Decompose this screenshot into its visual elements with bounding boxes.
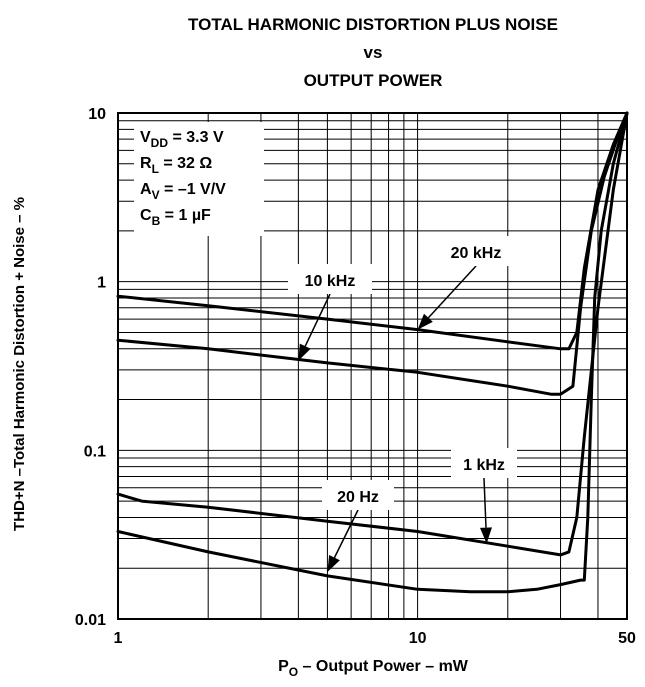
x-tick-label-0: 1: [114, 630, 123, 647]
series-line-10-khz: [116, 111, 629, 396]
chart-title-line-1: TOTAL HARMONIC DISTORTION PLUS NOISE: [188, 15, 558, 34]
annotation-label-3: 20 Hz: [337, 489, 379, 506]
condition-2: AV = –1 V/V: [140, 181, 226, 202]
annotation-20-khz: 20 kHz: [417, 236, 525, 330]
condition-3: CB = 1 µF: [140, 207, 211, 228]
y-tick-label-3: 0.01: [75, 612, 106, 629]
annotation-arrow-head-0: [417, 313, 433, 330]
y-axis-label: THD+N –Total Harmonic Distortion + Noise…: [11, 197, 28, 531]
annotation-label-2: 1 kHz: [463, 457, 505, 474]
test-conditions-box: VDD = 3.3 V RL = 32 Ω AV = –1 V/V CB = 1 µF: [134, 122, 264, 236]
condition-1: RL = 32 Ω: [140, 155, 212, 176]
annotation-label-1: 10 kHz: [305, 273, 356, 290]
plot-frame: [117, 112, 628, 620]
x-axis-label-subscript: O: [289, 665, 298, 679]
annotation-label-background-0: [427, 236, 525, 266]
series-line-20-hz: [116, 111, 629, 594]
chart-title-line-3: OUTPUT POWER: [304, 71, 443, 90]
annotation-arrow-head-2: [479, 527, 492, 544]
series-annotations: 20 kHz 10 kHz 1 kHz 20 Hz: [288, 236, 525, 572]
chart-title-line-2: vs: [364, 43, 383, 62]
annotation-arrow-shaft-1: [304, 293, 331, 347]
annotation-1-khz: 1 kHz: [451, 448, 517, 544]
x-tick-label-2: 50: [618, 630, 636, 647]
annotation-label-0: 20 kHz: [451, 245, 502, 262]
y-tick-label-2: 0.1: [84, 443, 106, 460]
conditions-background: [134, 122, 264, 236]
annotation-10-khz: 10 kHz: [288, 264, 372, 361]
series-lines: [116, 111, 629, 594]
annotation-label-background-1: [288, 264, 372, 294]
annotation-arrow-shaft-0: [427, 265, 477, 319]
annotation-20-hz: 20 Hz: [322, 480, 394, 572]
x-axis-label: PO – Output Power – mW: [278, 658, 469, 679]
x-tick-label-1: 10: [409, 630, 427, 647]
series-line-20-khz: [116, 111, 629, 351]
x-axis-label-symbol: P: [278, 658, 289, 675]
annotation-arrow-shaft-3: [333, 509, 359, 558]
y-tick-label-0: 10: [88, 106, 106, 123]
annotation-label-background-2: [451, 448, 517, 478]
annotation-arrow-head-3: [327, 554, 340, 572]
x-axis-label-text: – Output Power – mW: [298, 658, 469, 675]
plot-border: [117, 112, 628, 620]
chart-title: TOTAL HARMONIC DISTORTION PLUS NOISE vs …: [188, 15, 558, 90]
condition-0: VDD = 3.3 V: [140, 129, 224, 150]
tick-labels: 1 10 50 10 1 0.1 0.01: [75, 106, 636, 647]
series-line-1-khz: [116, 111, 629, 557]
y-tick-label-1: 1: [97, 275, 106, 292]
annotation-arrow-head-1: [298, 343, 311, 361]
annotation-label-background-3: [322, 480, 394, 510]
annotation-arrow-shaft-2: [483, 477, 487, 528]
